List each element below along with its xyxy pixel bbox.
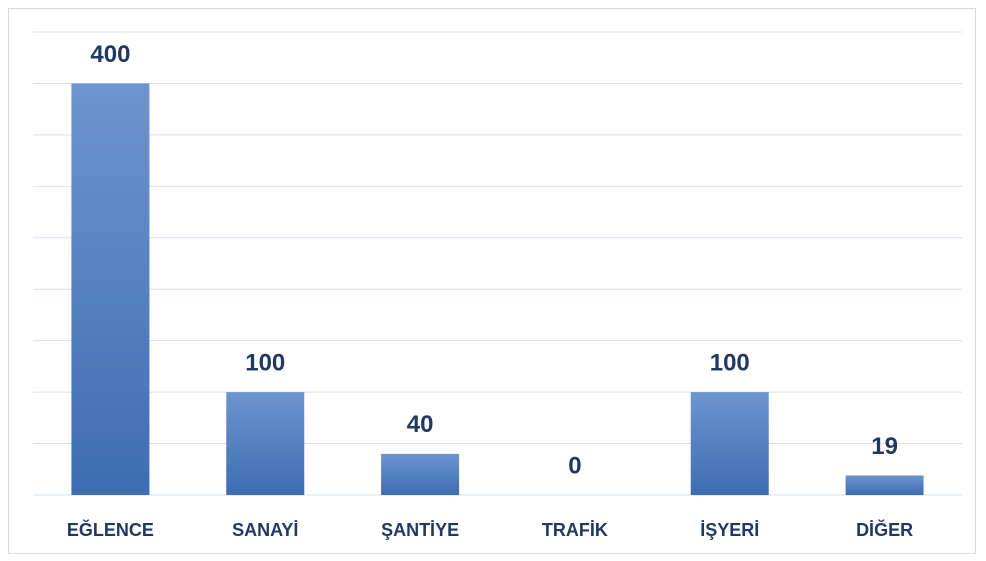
value-label: 19: [871, 433, 898, 460]
x-tick-label: ŞANTİYE: [381, 520, 459, 540]
x-tick-label: İŞYERİ: [700, 520, 759, 540]
chart-frame: [8, 8, 976, 554]
value-label: 40: [407, 411, 434, 438]
bar: [226, 392, 305, 495]
x-tick-label: DİĞER: [856, 519, 913, 540]
bar: [690, 392, 769, 495]
bar: [845, 475, 924, 495]
value-label: 400: [90, 41, 130, 68]
x-tick-label: TRAFİK: [542, 520, 608, 540]
x-tick-label: EĞLENCE: [67, 519, 154, 540]
value-label: 100: [710, 349, 750, 376]
value-label: 0: [568, 452, 581, 479]
value-label: 100: [245, 349, 285, 376]
bar: [71, 83, 150, 495]
bar: [381, 453, 460, 495]
x-tick-label: SANAYİ: [232, 520, 298, 540]
